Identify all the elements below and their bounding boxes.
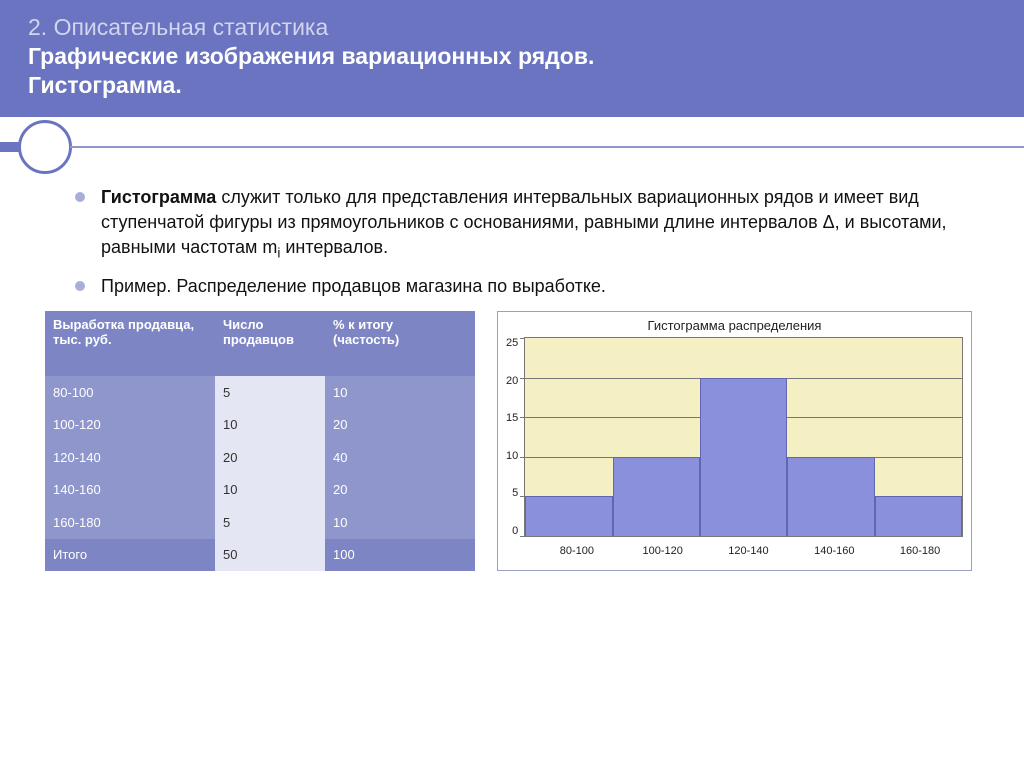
- table-row: 160-180510: [45, 506, 475, 539]
- xtick: 100-120: [620, 537, 706, 557]
- bar: [525, 496, 612, 536]
- bar-slot: [875, 338, 962, 536]
- ytick: 10: [506, 450, 518, 462]
- y-axis: 25 20 15 10 5 0: [506, 337, 524, 537]
- ytick: 15: [506, 412, 518, 424]
- xtick: 120-140: [706, 537, 792, 557]
- table-header-row: Выработка продавца,тыс. руб. Числопродав…: [45, 311, 475, 376]
- bar: [700, 378, 787, 536]
- divider-line: [70, 146, 1024, 148]
- bullet-bold: Гистограмма: [101, 187, 216, 207]
- bar: [875, 496, 962, 536]
- slide-content: Гистограмма служит только для представле…: [75, 185, 994, 571]
- xtick: 80-100: [534, 537, 620, 557]
- bar: [613, 457, 700, 536]
- col-header-3: % к итогу(частость): [325, 311, 475, 376]
- bar-slot: [613, 338, 700, 536]
- xtick: 140-160: [791, 537, 877, 557]
- table-row: 80-100510: [45, 376, 475, 409]
- ytick: 20: [506, 375, 518, 387]
- slide-header: 2. Описательная статистика Графические и…: [0, 0, 1024, 117]
- bullet-item: Пример. Распределение продавцов магазина…: [75, 274, 994, 299]
- bar-slot: [700, 338, 787, 536]
- header-title-1: Графические изображения вариационных ряд…: [28, 43, 996, 70]
- bullet-icon: [75, 281, 85, 291]
- xtick: 160-180: [877, 537, 963, 557]
- decorative-ring-icon: [18, 120, 72, 174]
- bar: [787, 457, 874, 536]
- bullet-icon: [75, 192, 85, 202]
- data-table: Выработка продавца,тыс. руб. Числопродав…: [45, 311, 475, 571]
- col-header-1: Выработка продавца,тыс. руб.: [45, 311, 215, 376]
- bar-slot: [525, 338, 612, 536]
- bullet-item: Гистограмма служит только для представле…: [75, 185, 994, 264]
- plot-area: [524, 337, 963, 537]
- bullet-text-2: Пример. Распределение продавцов магазина…: [101, 274, 606, 299]
- ytick: 5: [512, 487, 518, 499]
- table-row: 120-1402040: [45, 441, 475, 474]
- bar-slot: [787, 338, 874, 536]
- x-axis: 80-100 100-120 120-140 140-160 160-180: [534, 537, 963, 557]
- ytick: 0: [512, 525, 518, 537]
- table-total-row: Итого50100: [45, 539, 475, 572]
- table-row: 100-1201020: [45, 409, 475, 442]
- ytick: 25: [506, 337, 518, 349]
- chart-title: Гистограмма распределения: [506, 318, 963, 333]
- histogram-chart: Гистограмма распределения 25 20 15 10 5 …: [497, 311, 972, 571]
- header-pretitle: 2. Описательная статистика: [28, 14, 996, 41]
- bullet-text-1: Гистограмма служит только для представле…: [101, 185, 994, 264]
- header-title-2: Гистограмма.: [28, 72, 996, 99]
- col-header-2: Числопродавцов: [215, 311, 325, 376]
- table-row: 140-1601020: [45, 474, 475, 507]
